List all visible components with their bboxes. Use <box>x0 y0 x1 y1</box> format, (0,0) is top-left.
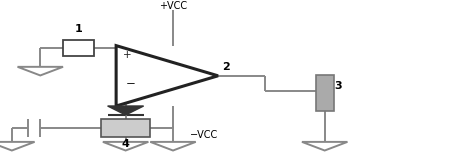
FancyBboxPatch shape <box>100 119 151 137</box>
Text: −VCC: −VCC <box>190 130 218 140</box>
Text: 1: 1 <box>74 24 82 34</box>
Text: 2: 2 <box>222 62 229 72</box>
Text: +VCC: +VCC <box>159 1 187 11</box>
Text: −: − <box>126 77 135 90</box>
Text: +: + <box>123 50 131 60</box>
Polygon shape <box>108 106 144 115</box>
FancyBboxPatch shape <box>316 75 334 111</box>
FancyBboxPatch shape <box>63 40 94 56</box>
Text: 4: 4 <box>122 139 129 150</box>
Text: 3: 3 <box>334 81 342 91</box>
